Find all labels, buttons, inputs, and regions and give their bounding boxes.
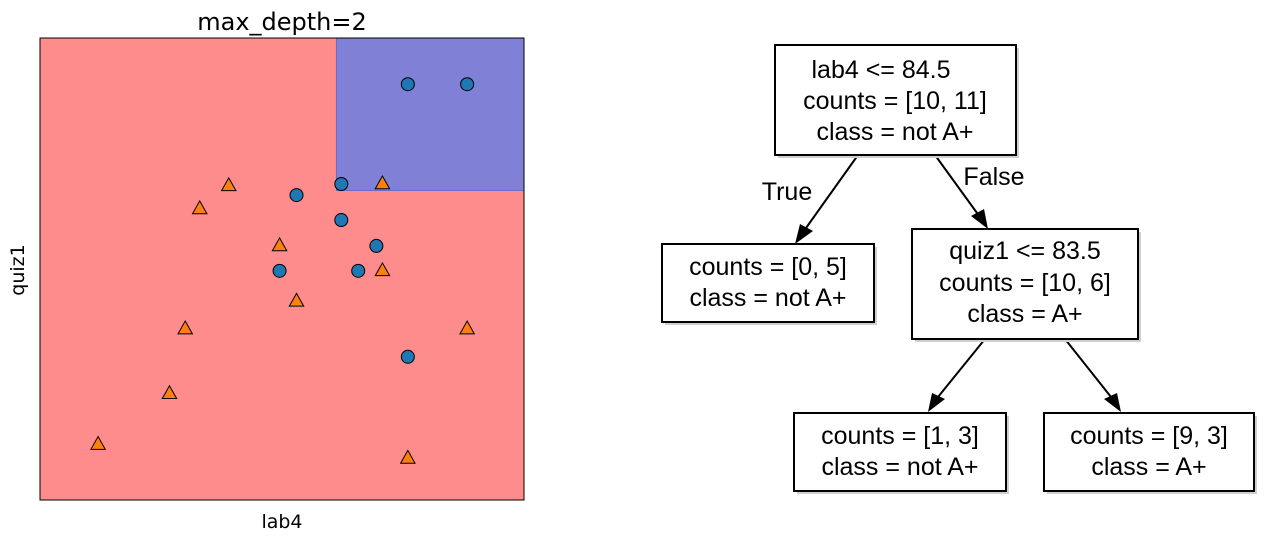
node-right-left-line-2: class = not A+ — [821, 453, 978, 481]
node-right-right-line-2: class = A+ — [1091, 453, 1206, 481]
point-a-plus-0 — [400, 77, 415, 92]
x-axis-label: lab4 — [261, 511, 302, 533]
edge-label-true: True — [762, 178, 812, 206]
point-not-a-plus-6 — [177, 320, 194, 335]
point-not-a-plus-3 — [271, 236, 288, 252]
tree-edge-right-rightleft — [928, 338, 986, 412]
tree-edge-root-right — [934, 154, 988, 229]
node-right-line-1: quiz1 <= 83.5 — [949, 237, 1101, 265]
point-not-a-plus-8 — [161, 384, 178, 400]
tree-node-root: lab4 <= 84.5 counts = [10, 11] class = n… — [774, 44, 1019, 158]
point-not-a-plus-10 — [399, 449, 416, 464]
point-a-plus-4 — [334, 213, 349, 228]
node-right-line-3: class = A+ — [967, 300, 1082, 328]
node-root-line-3: class = not A+ — [816, 118, 973, 146]
point-not-a-plus-5 — [288, 292, 305, 307]
tree-node-right-right: counts = [9, 3] class = A+ — [1043, 412, 1257, 494]
point-not-a-plus-7 — [459, 320, 476, 335]
point-a-plus-3 — [334, 176, 349, 191]
point-a-plus-1 — [460, 77, 475, 92]
decision-boundary-plot: max_depth=2 lab4 quiz1 — [7, 8, 525, 533]
point-a-plus-6 — [272, 263, 287, 278]
point-a-plus-5 — [369, 238, 384, 253]
point-not-a-plus-9 — [90, 435, 107, 450]
data-points — [90, 77, 476, 464]
tree-edge-right-rightright — [1064, 338, 1121, 412]
node-right-right-line-1: counts = [9, 3] — [1070, 422, 1228, 450]
point-not-a-plus-4 — [374, 261, 391, 277]
point-a-plus-8 — [400, 349, 415, 364]
node-left-line-1: counts = [0, 5] — [689, 253, 847, 281]
point-not-a-plus-2 — [374, 174, 391, 190]
decision-tree: True False lab4 <= 84.5 counts = [10, 11… — [661, 44, 1257, 494]
tree-node-right-left: counts = [1, 3] class = not A+ — [793, 412, 1009, 494]
plot-frame — [39, 37, 525, 501]
point-not-a-plus-0 — [220, 176, 237, 192]
node-left-line-2: class = not A+ — [689, 284, 846, 312]
node-root-line-2: counts = [10, 11] — [803, 87, 987, 115]
point-not-a-plus-1 — [191, 199, 208, 215]
decision-regions — [40, 37, 525, 500]
point-a-plus-7 — [351, 263, 366, 278]
node-right-left-line-1: counts = [1, 3] — [821, 422, 979, 450]
node-right-line-2: counts = [10, 6] — [939, 269, 1111, 297]
point-a-plus-2 — [289, 188, 304, 203]
plot-title: max_depth=2 — [197, 8, 367, 36]
y-axis-label: quiz1 — [7, 244, 29, 295]
tree-node-right: quiz1 <= 83.5 counts = [10, 6] class = A… — [911, 228, 1141, 342]
region-a-plus — [335, 37, 525, 191]
tree-node-left: counts = [0, 5] class = not A+ — [661, 243, 877, 325]
node-root-line-1: lab4 <= 84.5 — [811, 56, 950, 84]
edge-label-false: False — [963, 163, 1024, 191]
tree-edge-root-left — [795, 154, 859, 244]
